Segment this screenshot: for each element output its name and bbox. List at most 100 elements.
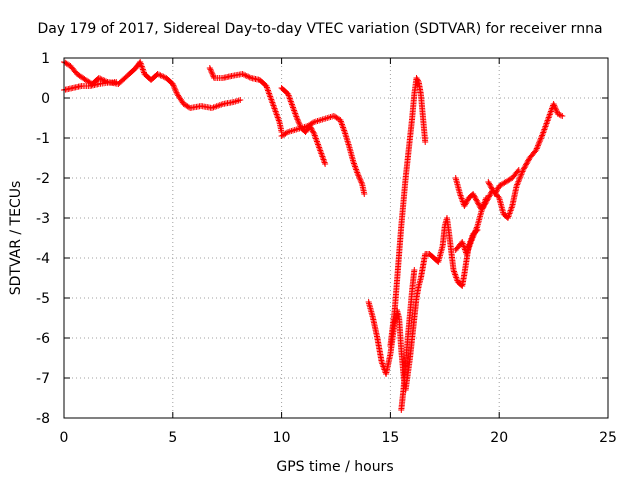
data-point <box>441 245 444 247</box>
chart-title: Day 179 of 2017, Sidereal Day-to-day VTE… <box>37 21 602 37</box>
data-point <box>280 87 283 89</box>
data-point <box>306 125 309 127</box>
data-point <box>182 103 185 105</box>
data-point <box>200 105 202 107</box>
data-point <box>128 73 131 75</box>
data-point <box>535 149 537 151</box>
data-point <box>378 349 381 351</box>
y-tick-label: -5 <box>36 291 50 307</box>
data-point <box>300 127 302 129</box>
data-point <box>313 133 316 135</box>
data-point <box>400 409 403 411</box>
data-point <box>333 115 335 117</box>
data-point <box>470 241 472 243</box>
data-point <box>407 157 409 159</box>
data-point <box>313 121 316 123</box>
data-point <box>448 233 450 235</box>
y-tick-label: -1 <box>36 131 50 147</box>
data-point <box>115 81 118 83</box>
axis-ticks: 0 5 10 15 20 25 -8 -7 -6 -5 -4 -3 -2 -1 0 1 <box>36 51 617 446</box>
series-segment-8 <box>387 75 429 349</box>
data-point <box>528 157 531 159</box>
data-point <box>433 257 435 259</box>
data-point <box>232 101 235 103</box>
data-point <box>98 83 100 85</box>
data-point <box>76 73 78 75</box>
x-tick-label: 0 <box>60 430 69 446</box>
data-point <box>291 105 294 107</box>
data-point <box>230 75 233 77</box>
data-point <box>457 281 459 283</box>
y-tick-label: -6 <box>36 331 50 347</box>
data-point <box>241 73 244 75</box>
series-segment-12 <box>485 167 522 197</box>
data-point <box>352 161 355 163</box>
data-point <box>420 277 422 279</box>
data-point <box>417 81 420 83</box>
data-point <box>417 285 420 287</box>
data-point <box>454 177 457 179</box>
data-point <box>389 345 392 347</box>
data-point <box>494 193 496 195</box>
data-point <box>476 201 479 203</box>
data-point <box>69 65 72 67</box>
data-point <box>413 93 416 95</box>
data-point <box>411 337 413 339</box>
data-point <box>84 79 87 81</box>
y-tick-label: -2 <box>36 171 50 187</box>
data-point <box>211 107 213 109</box>
series-segment-5 <box>278 113 368 197</box>
data-point <box>415 77 418 79</box>
x-tick-label: 25 <box>599 430 617 446</box>
data-point <box>150 79 152 81</box>
data-point <box>343 131 346 133</box>
data-point <box>437 261 440 263</box>
y-tick-label: -8 <box>36 411 50 427</box>
data-point <box>389 353 392 355</box>
data-point <box>293 129 296 131</box>
data-point <box>487 181 490 183</box>
series-segment-3 <box>206 65 285 135</box>
data-point <box>372 317 374 319</box>
data-point <box>402 201 405 203</box>
data-point <box>557 113 559 115</box>
grid-lines <box>64 58 608 418</box>
data-point <box>413 269 416 271</box>
data-point <box>319 119 322 121</box>
data-point <box>404 177 407 179</box>
series-segment-9 <box>398 267 418 413</box>
data-point <box>367 301 370 303</box>
data-point <box>135 67 137 69</box>
data-point <box>324 163 326 165</box>
data-point <box>422 265 424 267</box>
y-tick-label: -4 <box>36 251 50 267</box>
data-point <box>213 77 215 79</box>
data-point <box>208 67 211 69</box>
data-series <box>61 59 566 413</box>
data-point <box>515 185 518 187</box>
data-point <box>424 141 427 143</box>
data-point <box>541 133 544 135</box>
data-point <box>143 73 146 75</box>
data-point <box>259 79 261 81</box>
data-point <box>71 87 74 89</box>
data-point <box>517 169 520 171</box>
data-point <box>480 209 483 211</box>
data-point <box>404 361 407 363</box>
data-point <box>402 389 405 391</box>
data-point <box>409 137 411 139</box>
data-point <box>411 117 413 119</box>
data-point <box>420 93 422 95</box>
x-tick-label: 15 <box>381 430 399 446</box>
data-point <box>511 177 514 179</box>
data-point <box>363 193 366 195</box>
data-point <box>287 93 289 95</box>
data-point <box>287 131 289 133</box>
data-point <box>476 225 479 227</box>
data-point <box>511 205 514 207</box>
data-point <box>280 135 283 137</box>
data-point <box>380 361 383 363</box>
data-point <box>415 297 418 299</box>
data-point <box>393 309 396 311</box>
